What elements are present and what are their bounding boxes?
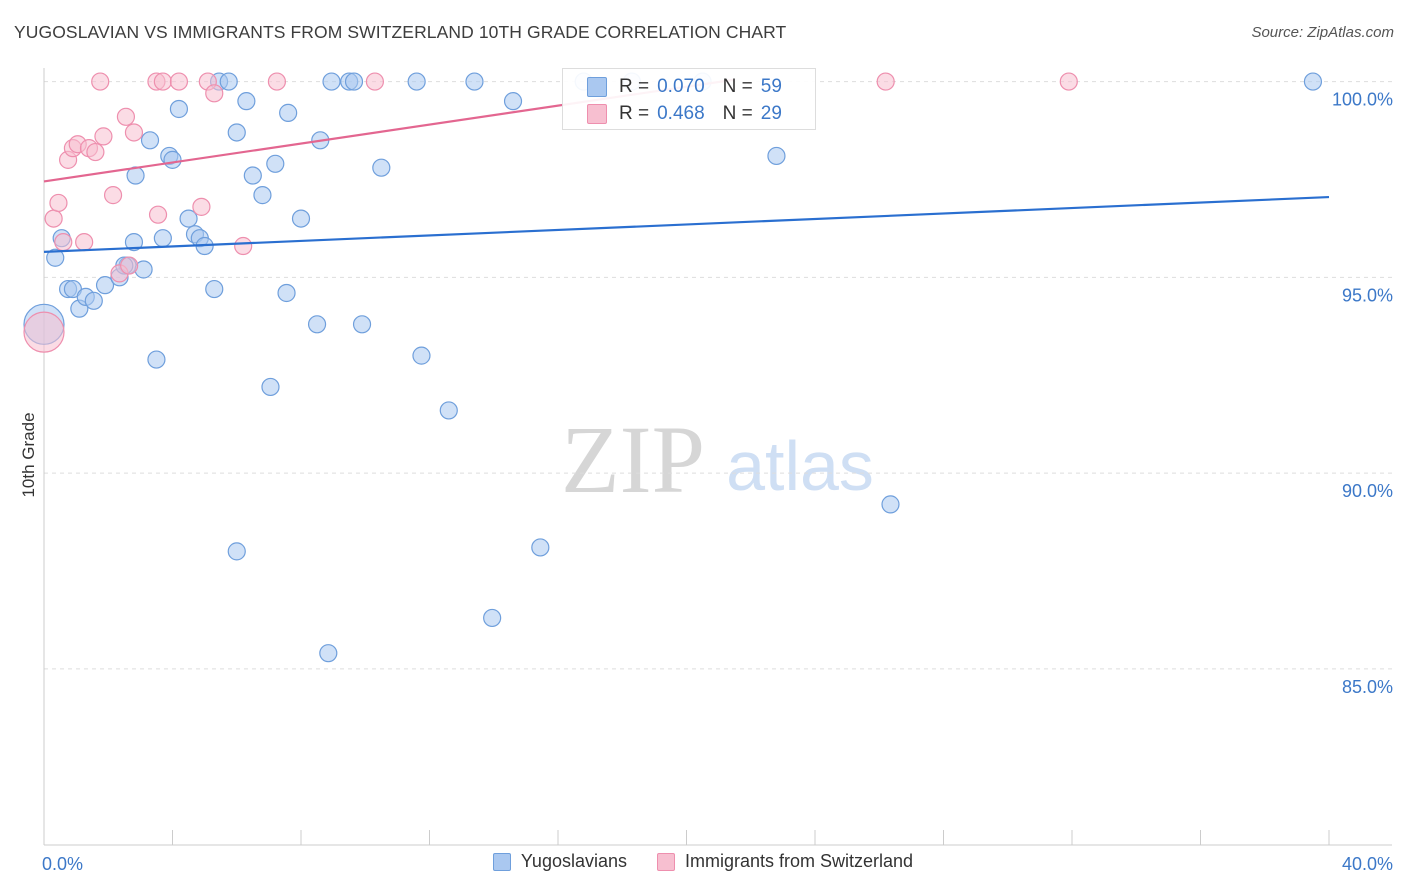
point-immigrants-switzerland [169,72,189,91]
point-immigrants-switzerland [49,193,68,213]
point-yugoslavians [881,495,900,514]
point-immigrants-switzerland [94,127,113,146]
y-tick-label: 85.0% [1342,677,1393,697]
point-yugoslavians [352,315,372,334]
point-yugoslavians [483,608,502,628]
point-yugoslavians [261,377,280,397]
legend-swatch-blue [492,852,511,871]
x-tick-labels: 0.0% 40.0% [42,854,1393,874]
axes [43,68,1392,846]
point-yugoslavians [84,291,103,310]
point-immigrants-switzerland [1059,72,1078,91]
chart-title: YUGOSLAVIAN VS IMMIGRANTS FROM SWITZERLA… [14,22,787,42]
point-yugoslavians [407,72,426,91]
stats-swatch-blue [587,77,607,97]
point-yugoslavians [179,209,198,228]
point-yugoslavians [237,92,256,111]
x-tick-label: 0.0% [42,854,83,874]
point-immigrants-switzerland [876,72,895,91]
stats-row-immigrants-switzerland: R = 0.468 N = 29 [587,101,782,127]
point-yugoslavians [153,229,172,248]
stats-r-label: R = [619,103,650,124]
point-immigrants-switzerland [54,232,73,252]
stats-swatch-pink [587,104,607,124]
point-immigrants-switzerland [91,72,110,91]
point-yugoslavians [266,154,285,173]
point-yugoslavians [219,72,238,91]
point-yugoslavians [412,346,431,365]
point-yugoslavians [147,350,166,369]
point-yugoslavians [439,401,458,420]
point-yugoslavians [767,146,786,166]
y-tick-label: 90.0% [1342,481,1393,501]
point-immigrants-switzerland [116,107,136,126]
y-axis-label: 10th Grade [19,412,38,497]
point-yugoslavians [140,131,160,150]
point-immigrants-switzerland [86,142,105,162]
stats-n-value: 59 [760,76,782,97]
stats-r-label: R = [619,76,650,97]
point-yugoslavians [465,72,484,91]
point-yugoslavians [169,99,189,119]
trend-line-yugoslavians [43,195,1330,253]
point-yugoslavians [1303,72,1323,91]
point-immigrants-switzerland [205,84,224,103]
point-yugoslavians [227,123,246,142]
point-yugoslavians [372,158,391,177]
point-yugoslavians [124,232,144,252]
y-tick-labels: 85.0% 90.0% 95.0% 100.0% [1332,90,1393,697]
point-yugoslavians [531,538,550,557]
stats-n-label: N = [722,103,753,124]
stats-r-value: 0.468 [657,103,705,124]
point-yugoslavians [322,72,341,91]
point-yugoslavians [319,644,338,663]
legend-label-yugoslavians: Yugoslavians [520,851,627,871]
legend-swatch-pink [657,852,675,871]
point-immigrants-switzerland [192,197,211,216]
chart-source: Source: ZipAtlas.com [1251,24,1394,41]
bottom-legend: Yugoslavians Immigrants from Switzerland [0,851,1406,872]
point-yugoslavians [205,279,224,299]
legend-item-yugoslavians[interactable]: Yugoslavians [492,851,627,872]
point-immigrants-switzerland [103,186,123,205]
stats-n-label: N = [722,76,753,97]
point-yugoslavians [344,72,364,91]
legend-item-immigrants-switzerland[interactable]: Immigrants from Switzerland [657,851,913,872]
point-immigrants-switzerland [148,205,168,224]
point-yugoslavians [307,315,327,334]
point-yugoslavians [95,276,115,295]
point-yugoslavians [46,248,65,267]
point-yugoslavians [503,92,523,111]
point-immigrants-switzerland [365,72,384,91]
x-tick-label: 40.0% [1342,854,1393,874]
point-yugoslavians [227,542,246,561]
point-yugoslavians [291,209,311,228]
point-immigrants-switzerland [23,311,65,353]
stats-n-value: 29 [760,103,782,124]
watermark-zip: ZIP [561,406,705,513]
legend-label-immigrants-switzerland: Immigrants from Switzerland [685,851,914,871]
watermark-atlas: atlas [726,427,874,505]
point-immigrants-switzerland [120,256,139,275]
point-yugoslavians [253,186,272,205]
series-yugoslavians [23,72,1323,663]
stats-legend: R = 0.070 N = 59 R = 0.468 N = 29 [562,68,816,130]
point-immigrants-switzerland [234,236,253,256]
point-immigrants-switzerland [75,232,94,252]
point-immigrants-switzerland [153,72,172,91]
point-yugoslavians [279,103,298,122]
y-tick-label: 100.0% [1332,90,1393,110]
stats-r-value: 0.070 [657,76,705,97]
watermark: ZIP atlas [561,406,874,513]
point-yugoslavians [277,283,296,303]
stats-row-yugoslavians: R = 0.070 N = 59 [587,74,782,100]
point-yugoslavians [243,166,262,185]
point-immigrants-switzerland [267,72,287,91]
y-tick-label: 95.0% [1342,285,1393,305]
point-immigrants-switzerland [124,123,144,142]
point-immigrants-switzerland [44,209,63,228]
point-yugoslavians [163,150,182,169]
